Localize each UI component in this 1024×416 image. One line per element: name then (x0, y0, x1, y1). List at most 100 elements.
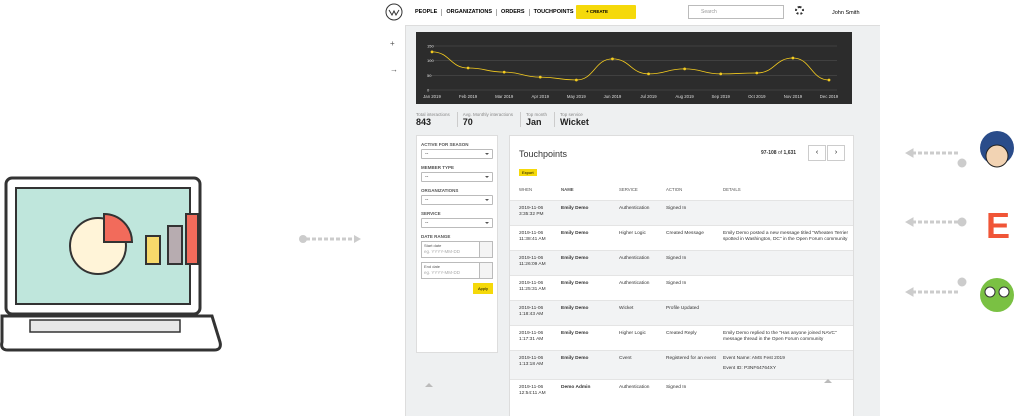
apply-button[interactable]: Apply (473, 283, 493, 294)
point (430, 50, 434, 54)
create-button[interactable]: + CREATE (576, 5, 636, 19)
when-line: 2019-11-06 (519, 330, 544, 336)
row: 2019-11-06 11:25:31 AM Emily Demo Authentic… (510, 274, 853, 300)
when-line: 2019-11-06 (519, 255, 544, 261)
pagination: 97-108 of 1,631 (761, 150, 796, 156)
filter-select[interactable]: -- (421, 172, 493, 182)
y-tick-label: 50 (427, 73, 432, 78)
cell-action: Profile Updated (666, 305, 700, 311)
x-tick-label: Oct 2019 (748, 94, 766, 99)
cell-when: 2019-11-06 3:35:32 PM (519, 206, 561, 219)
cell-action: Registered for an event (666, 355, 716, 361)
settings-icon[interactable] (795, 6, 804, 15)
when-line: 2019-11-06 (519, 205, 544, 211)
cell-name: Emily Demo (561, 230, 589, 236)
page-of: of (777, 150, 783, 156)
stat-value: 843 (416, 117, 432, 127)
date-placeholder: eg. YYYY-MM-DD (424, 249, 461, 254)
cell-when: 2019-11-06 12:54:11 AM (519, 385, 561, 398)
cell-action: Signed In (666, 205, 687, 211)
filter-select[interactable]: -- (421, 149, 493, 159)
row: 2019-11-06 11:26:09 AM Emily Demo Authentic… (510, 249, 853, 275)
top-nav: PEOPLE ORGANIZATIONS ORDERS TOUCHPOINTS + C… (383, 0, 880, 26)
cell-action: Signed In (666, 280, 687, 286)
date-input[interactable]: End date eg. YYYY-MM-DD (421, 262, 493, 279)
cell-name: Emily Demo (561, 280, 589, 286)
point (791, 56, 795, 60)
date-input[interactable]: Start date eg. YYYY-MM-DD (421, 241, 493, 258)
row: 2019-11-06 11:38:41 AM Emily Demo Higher Lo… (510, 224, 853, 250)
when-line: 3:35:32 PM (519, 212, 544, 217)
x-tick-label: Nov 2019 (784, 94, 803, 99)
details-line: Emily Demo posted a new message titled "… (723, 230, 849, 243)
stat-value: Jan (525, 117, 542, 127)
cell-details: Emily Demo posted a new message titled "… (723, 231, 849, 244)
filter-select[interactable]: -- (421, 218, 493, 228)
details-line: Event ID: P3NF64764XY (723, 366, 777, 371)
add-user-icon[interactable]: + (390, 39, 395, 48)
row: 2019-11-06 1:18:43 AM Emily Demo Wicket Prof… (510, 299, 853, 325)
row: 2019-11-06 1:13:18 AM Emily Demo Cvent Regis… (510, 349, 853, 379)
cell-name: Emily Demo (561, 255, 589, 261)
user-menu[interactable]: John Smith (832, 10, 860, 16)
filter-label: ACTIVE FOR SEASON (421, 142, 469, 147)
cell-service: Wicket (619, 305, 634, 311)
date-placeholder: eg. YYYY-MM-DD (424, 270, 461, 275)
cell-when: 2019-11-06 11:38:41 AM (519, 231, 561, 244)
nav-item[interactable]: ORGANIZATIONS (442, 9, 498, 16)
filter-panel: ACTIVE FOR SEASON -- MEMBER TYPE -- ORGANIZA… (416, 135, 498, 353)
scroll-up (425, 379, 433, 387)
when-line: 1:13:18 AM (519, 362, 544, 367)
stats: Total interactions 843 Avg. Monthly intera… (416, 112, 596, 127)
prev-button[interactable]: ‹ (808, 145, 826, 161)
y-tick-label: 0 (427, 88, 430, 93)
nav-item[interactable]: ORDERS (497, 9, 530, 16)
stat: Top month Jan (519, 112, 554, 127)
logo (385, 3, 403, 21)
header-row: WHEN NAME SERVICE ACTION DETAILS (510, 182, 853, 200)
next-button[interactable]: › (827, 145, 845, 161)
filter-select[interactable]: -- (421, 195, 493, 205)
stat-label: Top service (560, 112, 583, 117)
nav-item[interactable]: TOUCHPOINTS (530, 9, 579, 16)
cell-when: 2019-11-06 1:13:18 AM (519, 356, 561, 373)
cell-service: Authentication (619, 205, 650, 211)
scroll-up (824, 375, 832, 383)
search-box[interactable]: Search (688, 5, 784, 19)
cell-name: Emily Demo (561, 355, 589, 361)
export-button[interactable]: Export (519, 169, 537, 176)
details-line: Event Name: AMS Fest 2019 (723, 355, 785, 361)
x-tick-label: May 2019 (567, 94, 586, 99)
column-header: DETAILS (723, 187, 741, 192)
cell-details: Event Name: AMS Fest 2019 Event ID: P3NF6… (723, 356, 849, 373)
when-line: 2019-11-06 (519, 280, 544, 286)
stat: Top service Wicket (554, 112, 596, 127)
point (574, 78, 578, 82)
line (431, 51, 830, 81)
point (502, 70, 506, 74)
when-line: 2019-11-06 (519, 230, 544, 236)
rows: WHEN NAME SERVICE ACTION DETAILS 2019-11-06 3:… (510, 182, 853, 404)
x-tick-label: Mar 2019 (495, 94, 514, 99)
calendar-icon (479, 242, 492, 257)
page-range: 97-108 (761, 150, 777, 156)
nav-item[interactable]: PEOPLE (411, 9, 443, 16)
filter-label: ORGANIZATIONS (421, 188, 459, 193)
page-total: 1,631 (783, 150, 797, 156)
row: 2019-11-06 1:17:31 AM Emily Demo Higher Log… (510, 324, 853, 350)
filter-label: DATE RANGE (421, 234, 451, 239)
cell-action: Signed In (666, 384, 687, 390)
cell-details (723, 281, 849, 294)
filter-label: SERVICE (421, 211, 441, 216)
x-tick-label: Feb 2019 (459, 94, 478, 99)
x-tick-label: Jul 2019 (640, 94, 657, 99)
column-header: NAME (561, 187, 574, 192)
cell-service: Authentication (619, 384, 650, 390)
expand-icon[interactable]: → (390, 65, 398, 74)
table-title: Touchpoints (519, 149, 568, 159)
x-tick-label: Apr 2019 (532, 94, 550, 99)
row: 2019-11-06 3:35:32 PM Emily Demo Authentica… (510, 199, 853, 225)
when-line: 12:54:11 AM (519, 391, 546, 396)
point (719, 72, 723, 76)
